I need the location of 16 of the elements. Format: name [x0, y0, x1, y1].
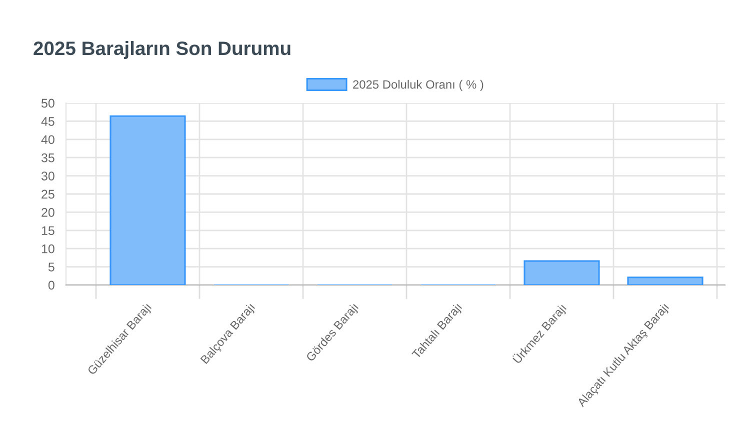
y-tick-label: 15 — [42, 226, 54, 236]
bar — [524, 260, 600, 285]
legend-label: 2025 Doluluk Oranı ( % ) — [353, 80, 484, 92]
y-tick-label: 45 — [41, 117, 54, 126]
y-tick-label: 0 — [48, 280, 54, 290]
bar — [110, 115, 186, 285]
y-tick-label: 5 — [48, 262, 54, 272]
y-tick-label: 25 — [42, 190, 54, 199]
y-tick-label: 50 — [41, 98, 54, 108]
bar — [627, 276, 704, 285]
y-tick-label: 35 — [41, 153, 54, 162]
y-tick-label: 40 — [41, 135, 54, 144]
chart-title: 2025 Barajların Son Durumu — [34, 41, 290, 59]
y-tick-label: 10 — [42, 244, 54, 254]
y-tick-label: 20 — [42, 208, 54, 217]
y-tick-label: 30 — [41, 172, 54, 180]
